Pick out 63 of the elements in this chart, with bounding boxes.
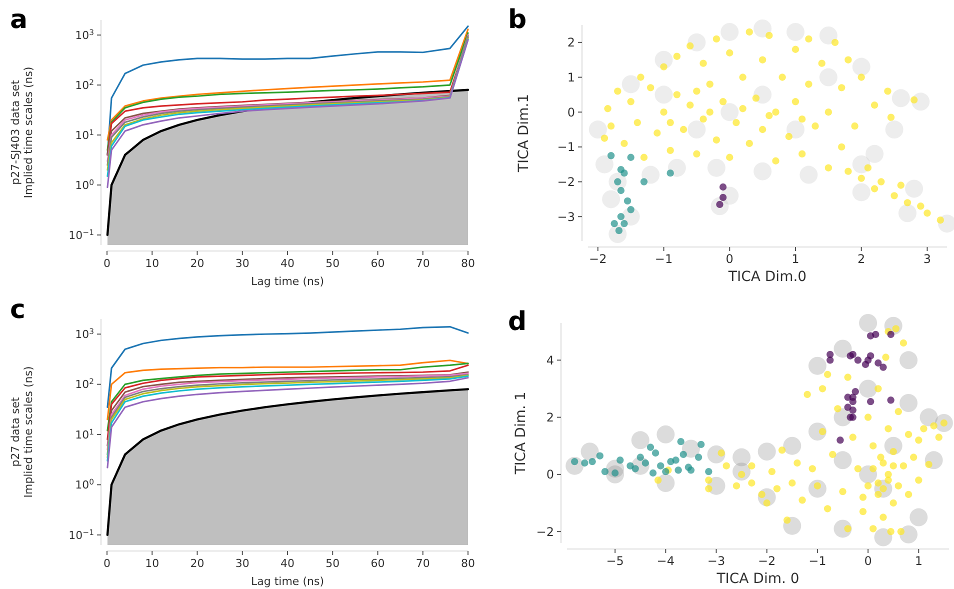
y-tick-label: 10$^{1}$ bbox=[75, 127, 94, 142]
x-tick-label: 50 bbox=[326, 557, 340, 570]
y-tick-label: 10$^{−1}$ bbox=[68, 227, 94, 242]
y-tick-label: 10$^{1}$ bbox=[75, 426, 94, 442]
x-tick-label: 3 bbox=[923, 252, 932, 266]
x-tick-label: 20 bbox=[190, 257, 204, 270]
x-tick-label: 60 bbox=[370, 557, 385, 570]
chart-title: d bbox=[508, 307, 527, 337]
x-tick-label: 80 bbox=[461, 257, 475, 270]
chart-title: b bbox=[508, 5, 527, 35]
y-tick-label: 10$^{3}$ bbox=[75, 27, 94, 42]
y-tick-label: −2 bbox=[557, 174, 575, 189]
x-tick-label: 70 bbox=[416, 257, 430, 270]
x-tick-label: 40 bbox=[280, 557, 294, 570]
y-tick-label: 2 bbox=[567, 36, 575, 50]
x-tick-label: 30 bbox=[235, 557, 250, 570]
x-tick-label: −1 bbox=[808, 554, 826, 568]
y-axis-title: TICA Dim.1 bbox=[516, 94, 532, 174]
x-tick-label: 1 bbox=[792, 252, 800, 266]
x-tick-label: 30 bbox=[235, 257, 250, 270]
x-tick-label: −2 bbox=[758, 554, 776, 568]
y-tick-label: 0 bbox=[546, 468, 554, 482]
x-tick-label: 50 bbox=[326, 257, 340, 270]
x-tick-label: 80 bbox=[461, 557, 475, 570]
x-tick-label: 0 bbox=[104, 257, 110, 270]
y-tick-label: 0 bbox=[567, 105, 575, 120]
y-tick-label: 10$^{2}$ bbox=[75, 77, 94, 92]
y-tick-label: 10$^{3}$ bbox=[75, 326, 94, 341]
chart-title: a bbox=[10, 5, 28, 35]
x-tick-label: 40 bbox=[280, 257, 294, 270]
y-tick-label: 10$^{0}$ bbox=[75, 477, 94, 492]
x-tick-label: 10 bbox=[145, 557, 160, 570]
x-axis-title: Lag time (ns) bbox=[251, 575, 324, 588]
y-tick-label: 2 bbox=[546, 410, 554, 424]
x-tick-label: −1 bbox=[654, 252, 673, 266]
y-tick-label: −1 bbox=[557, 140, 575, 154]
x-tick-label: 60 bbox=[370, 257, 385, 270]
x-tick-label: 70 bbox=[416, 557, 430, 570]
x-tick-label: −2 bbox=[589, 252, 607, 266]
x-tick-label: 20 bbox=[190, 557, 204, 570]
y-tick-label: −3 bbox=[557, 210, 575, 224]
y-tick-label: 10$^{2}$ bbox=[75, 376, 94, 392]
x-tick-label: 1 bbox=[914, 554, 922, 568]
y-tick-label: 1 bbox=[567, 70, 575, 84]
y-tick-label: 10$^{0}$ bbox=[75, 177, 94, 192]
y-tick-label: 10$^{−1}$ bbox=[68, 527, 94, 542]
y-tick-label: 4 bbox=[546, 353, 554, 368]
x-tick-label: 2 bbox=[858, 252, 866, 266]
x-axis-title: Lag time (ns) bbox=[251, 275, 324, 288]
x-tick-label: 0 bbox=[726, 252, 734, 266]
x-axis-title: TICA Dim. 0 bbox=[716, 571, 800, 587]
chart-title: c bbox=[10, 295, 26, 325]
x-tick-label: 10 bbox=[145, 257, 160, 270]
x-tick-label: −4 bbox=[656, 554, 675, 568]
x-tick-label: 0 bbox=[104, 557, 110, 570]
y-axis-title: p27-SJ403 data set Implied time scales (ns) bbox=[8, 66, 35, 198]
x-tick-label: −5 bbox=[606, 554, 624, 568]
x-tick-label: −3 bbox=[707, 554, 726, 568]
y-axis-title: TICA Dim. 1 bbox=[513, 392, 529, 476]
y-tick-label: −2 bbox=[536, 524, 554, 539]
x-axis-title: TICA Dim.0 bbox=[727, 269, 807, 285]
x-tick-label: 0 bbox=[864, 554, 872, 568]
y-axis-title: p27 data set Implied time scales (ns) bbox=[8, 366, 35, 498]
